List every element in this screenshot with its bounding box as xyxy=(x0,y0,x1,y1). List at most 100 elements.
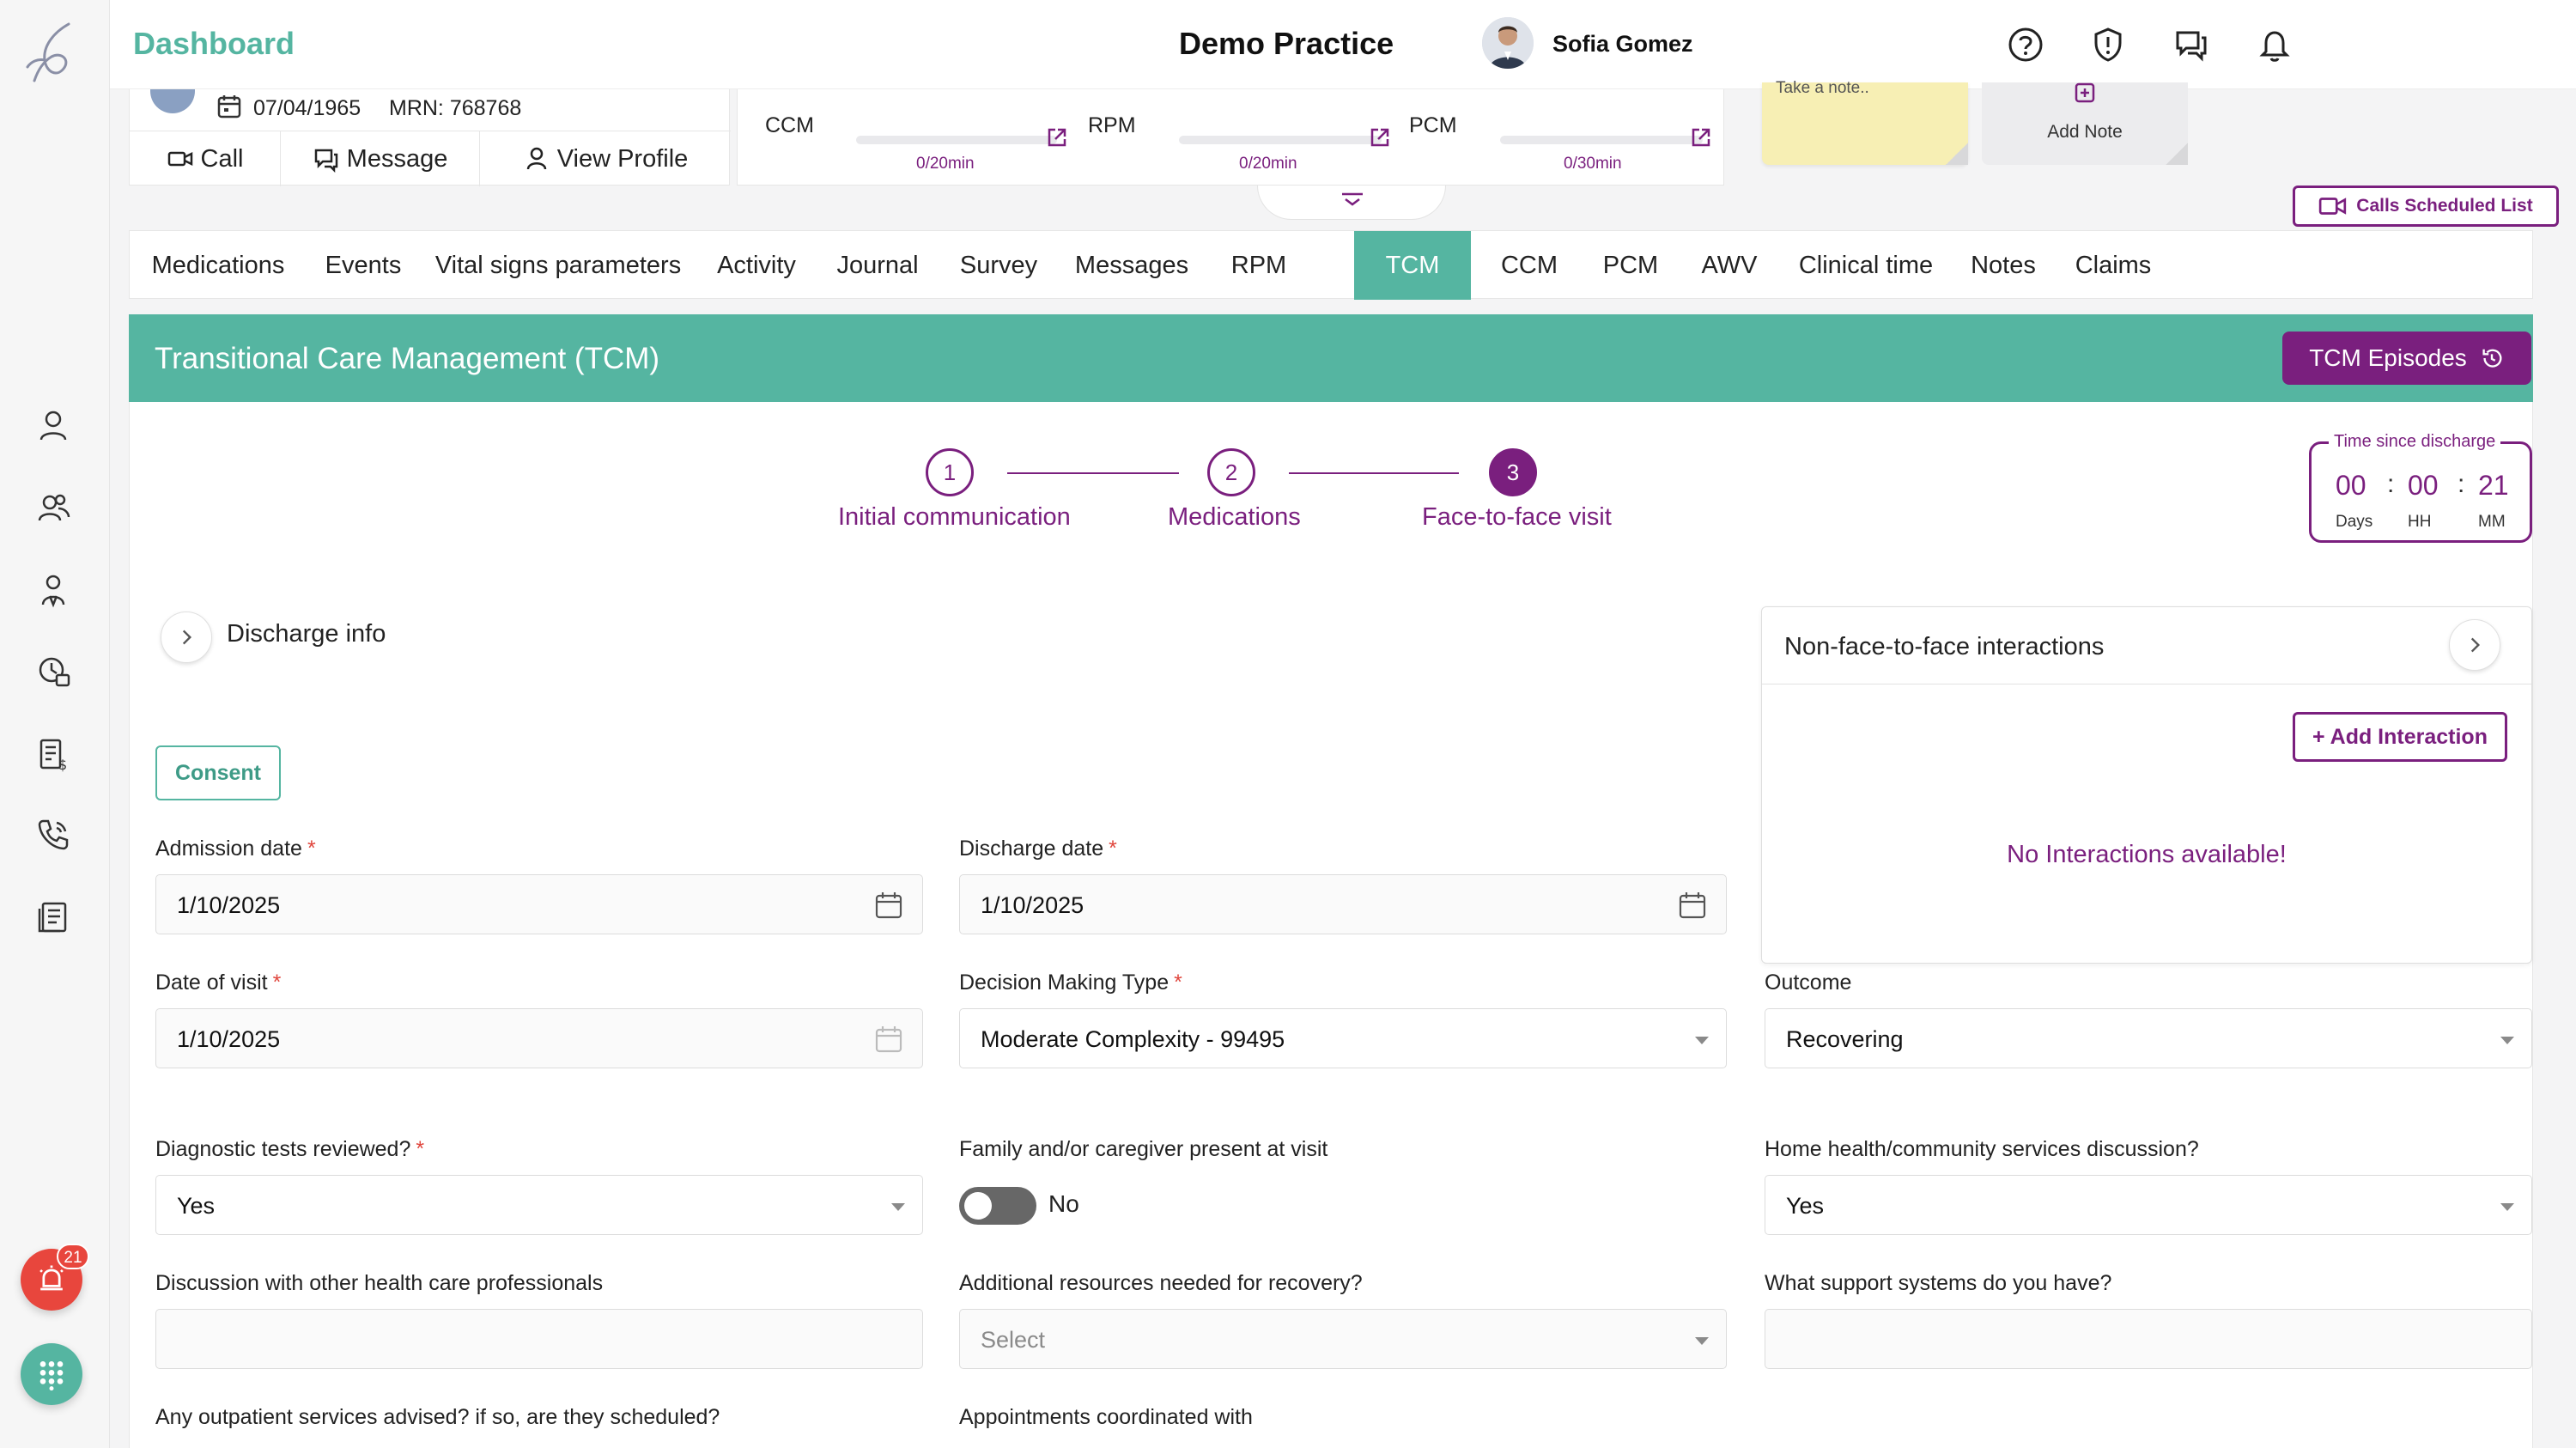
add-note-button[interactable]: Add Note xyxy=(1982,82,2188,165)
tab-tcm[interactable]: TCM xyxy=(1354,231,1471,300)
collapse-header-toggle[interactable] xyxy=(1257,186,1446,220)
add-note-label: Add Note xyxy=(2047,122,2123,142)
note-fold xyxy=(2166,143,2188,165)
step-2-label[interactable]: Medications xyxy=(1168,503,1301,531)
pcm-open-icon[interactable] xyxy=(1689,125,1713,149)
family-present-label: Family and/or caregiver present at visit xyxy=(959,1137,1328,1161)
diagnostic-tests-label: Diagnostic tests reviewed? * xyxy=(155,1137,425,1161)
tab-notes[interactable]: Notes xyxy=(1971,252,2036,279)
chat-icon[interactable] xyxy=(2171,24,2212,65)
tcm-panel: 1 2 3 Initial communication Medications … xyxy=(129,402,2533,1448)
tcm-episodes-button[interactable]: TCM Episodes xyxy=(2282,332,2531,385)
interactions-card-header: Non-face-to-face interactions xyxy=(1762,607,2531,684)
support-systems-input[interactable] xyxy=(1765,1309,2532,1369)
tcm-episodes-label: TCM Episodes xyxy=(2309,344,2467,371)
non-face-to-face-interactions-card: Non-face-to-face interactions + Add Inte… xyxy=(1761,606,2532,964)
tab-survey[interactable]: Survey xyxy=(959,252,1038,279)
time-since-discharge: Time since discharge 00 : 00 : 21 Days H… xyxy=(2309,432,2532,543)
tab-medications[interactable]: Medications xyxy=(151,252,285,279)
calls-scheduled-list-button[interactable]: Calls Scheduled List xyxy=(2293,186,2559,227)
diagnostic-tests-select[interactable]: Yes xyxy=(155,1175,923,1235)
notification-bell-icon[interactable] xyxy=(2254,24,2295,65)
user-name[interactable]: Sofia Gomez xyxy=(1552,31,1693,57)
tcm-title: Transitional Care Management (TCM) xyxy=(155,342,660,375)
step-3-label[interactable]: Face-to-face visit xyxy=(1422,503,1612,531)
rpm-progress-bar xyxy=(1179,136,1382,144)
help-icon[interactable] xyxy=(2005,24,2046,65)
additional-resources-label: Additional resources needed for recovery… xyxy=(959,1271,1363,1295)
ccm-label: CCM xyxy=(765,113,814,137)
tab-journal[interactable]: Journal xyxy=(836,252,919,279)
add-interaction-button[interactable]: + Add Interaction xyxy=(2293,712,2507,762)
ccm-progress-bar xyxy=(856,136,1057,144)
admission-date-value: 1/10/2025 xyxy=(177,892,281,918)
care-team-icon[interactable] xyxy=(33,570,74,611)
chevron-down-icon xyxy=(1695,1337,1709,1345)
admission-date-label: Admission date * xyxy=(155,837,316,861)
alarm-bell-icon xyxy=(39,1265,64,1291)
outcome-label: Outcome xyxy=(1765,970,1852,995)
date-of-visit-field[interactable]: 1/10/2025 xyxy=(155,1008,923,1068)
home-health-value: Yes xyxy=(1786,1193,1825,1219)
add-note-icon xyxy=(2075,82,2095,103)
tab-claims[interactable]: Claims xyxy=(2075,252,2152,279)
left-sidebar: $ 21 xyxy=(0,0,110,1448)
tab-events[interactable]: Events xyxy=(325,252,402,279)
tab-rpm[interactable]: RPM xyxy=(1230,252,1287,279)
calendar-icon[interactable] xyxy=(874,891,903,920)
reports-icon[interactable] xyxy=(33,897,74,938)
video-camera-icon xyxy=(167,151,192,167)
view-profile-button[interactable]: View Profile xyxy=(480,131,731,186)
decision-making-type-value: Moderate Complexity - 99495 xyxy=(981,1026,1285,1052)
outcome-select[interactable]: Recovering xyxy=(1765,1008,2532,1068)
discharge-info-label[interactable]: Discharge info xyxy=(227,620,386,648)
tab-vital-signs-parameters[interactable]: Vital signs parameters xyxy=(434,252,682,279)
ccm-open-icon[interactable] xyxy=(1045,125,1069,149)
calendar-icon[interactable] xyxy=(1678,891,1707,920)
tab-awv[interactable]: AWV xyxy=(1701,252,1758,279)
time-since-discharge-title: Time since discharge xyxy=(2329,432,2501,452)
tab-clinical-time[interactable]: Clinical time xyxy=(1798,252,1934,279)
interactions-expand-button[interactable] xyxy=(2449,619,2500,671)
rpm-open-icon[interactable] xyxy=(1368,125,1392,149)
diagnostic-tests-value: Yes xyxy=(177,1193,216,1219)
patient-tabs: Medications Events Vital signs parameter… xyxy=(129,230,2533,300)
tab-pcm[interactable]: PCM xyxy=(1602,252,1659,279)
avatar[interactable] xyxy=(1482,17,1534,69)
tab-messages[interactable]: Messages xyxy=(1074,252,1189,279)
days-value: 00 xyxy=(2336,470,2366,501)
call-button[interactable]: Call xyxy=(130,131,281,186)
chevron-down-icon xyxy=(1695,1037,1709,1044)
minutes-value: 21 xyxy=(2478,470,2509,501)
billing-icon[interactable]: $ xyxy=(33,733,74,775)
discussion-professionals-label: Discussion with other health care profes… xyxy=(155,1271,604,1295)
discussion-professionals-input[interactable] xyxy=(155,1309,923,1369)
sticky-note[interactable]: Take a note.. xyxy=(1762,79,1968,165)
app-logo-icon[interactable] xyxy=(19,17,88,89)
interactions-title: Non-face-to-face interactions xyxy=(1784,633,2105,660)
home-health-select[interactable]: Yes xyxy=(1765,1175,2532,1235)
family-present-toggle[interactable] xyxy=(959,1187,1036,1225)
step-1-label[interactable]: Initial communication xyxy=(838,503,1071,531)
patient-icon[interactable] xyxy=(33,405,74,447)
schedule-icon[interactable] xyxy=(33,651,74,692)
discharge-info-expand-button[interactable] xyxy=(161,611,212,663)
tab-ccm[interactable]: CCM xyxy=(1500,252,1558,279)
calendar-icon[interactable] xyxy=(874,1025,903,1054)
step-3-circle[interactable]: 3 xyxy=(1489,448,1537,496)
message-button[interactable]: Message xyxy=(281,131,480,186)
shield-alert-icon[interactable] xyxy=(2087,24,2129,65)
call-log-icon[interactable] xyxy=(33,814,74,855)
additional-resources-select[interactable]: Select xyxy=(959,1309,1727,1369)
step-1-circle[interactable]: 1 xyxy=(926,448,974,496)
dialpad-icon xyxy=(39,1361,64,1391)
discharge-date-field[interactable]: 1/10/2025 xyxy=(959,874,1727,934)
consent-button[interactable]: Consent xyxy=(155,745,281,800)
patients-group-icon[interactable] xyxy=(33,488,74,529)
calendar-icon xyxy=(216,93,243,120)
decision-making-type-select[interactable]: Moderate Complexity - 99495 xyxy=(959,1008,1727,1068)
step-2-circle[interactable]: 2 xyxy=(1207,448,1255,496)
dialpad-button[interactable] xyxy=(21,1343,82,1405)
admission-date-field[interactable]: 1/10/2025 xyxy=(155,874,923,934)
tab-activity[interactable]: Activity xyxy=(717,252,796,279)
